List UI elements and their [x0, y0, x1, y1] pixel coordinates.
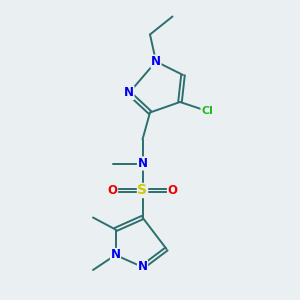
- Text: N: N: [151, 55, 161, 68]
- Text: O: O: [167, 184, 178, 197]
- Text: N: N: [124, 86, 134, 100]
- Text: N: N: [137, 260, 148, 274]
- Text: Cl: Cl: [201, 106, 213, 116]
- Text: N: N: [110, 248, 121, 262]
- Text: N: N: [137, 157, 148, 170]
- Text: S: S: [137, 184, 148, 197]
- Text: O: O: [107, 184, 118, 197]
